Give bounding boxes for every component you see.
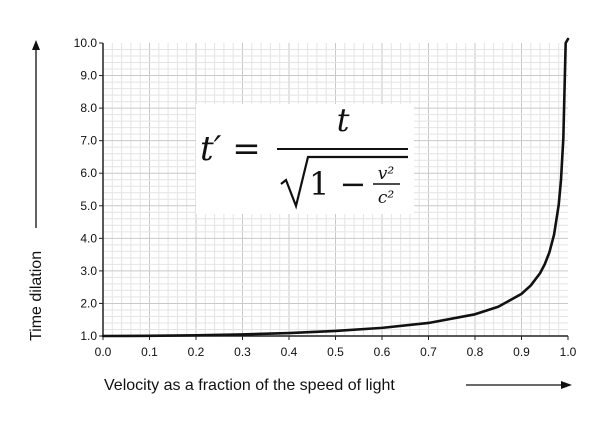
formula-v-squared: v² [378,164,395,184]
x-tick-label: 0.1 [141,345,158,359]
y-tick-label: 4.0 [80,231,97,245]
y-tick-label: 5.0 [80,199,97,213]
y-tick-label: 9.0 [80,69,97,83]
y-tick-label: 7.0 [80,134,97,148]
y-axis-title: Time dilation [28,251,45,341]
y-axis-title-group: Time dilation [28,40,45,341]
y-tick-label: 1.0 [80,329,97,343]
series-layer [101,37,570,338]
y-tick-label: 3.0 [80,264,97,278]
y-tick-label: 10.0 [74,36,98,50]
y-axis-arrow-head [32,40,40,50]
x-tick-label: 0.3 [234,345,251,359]
formula-lhs: t′ = [200,129,261,169]
formula-c-squared: c² [378,188,395,208]
y-tick-label: 6.0 [80,166,97,180]
x-tick-label: 0.2 [188,345,205,359]
formula-radical-sign [280,155,408,210]
formula-radicand: 1 − [309,165,366,203]
y-tick-label: 8.0 [80,101,97,115]
y-tick-labels: 1.0 2.0 3.0 4.0 5.0 6.0 7.0 8.0 9.0 10.0 [74,36,103,343]
x-tick-label: 0.9 [513,345,530,359]
x-tick-label: 1.0 [560,345,577,359]
series-line-time-dilation [101,37,570,338]
formula-annotation: t′ = t 1 − v² c² [196,101,414,214]
x-axis-title: Velocity as a fraction of the speed of l… [104,377,395,394]
x-tick-label: 0.7 [420,345,437,359]
x-tick-label: 0.4 [281,345,298,359]
x-tick-label: 0.0 [95,345,112,359]
y-tick-label: 2.0 [80,296,97,310]
x-axis-title-group: Velocity as a fraction of the speed of l… [104,377,572,394]
x-tick-label: 0.8 [467,345,484,359]
x-tick-labels: 0.0 0.1 0.2 0.3 0.4 0.5 0.6 0.7 0.8 0.9 1.0 [95,336,577,359]
formula-numerator: t [337,101,350,139]
x-tick-label: 0.5 [327,345,344,359]
x-axis-arrow-head [561,381,572,389]
x-tick-label: 0.6 [374,345,391,359]
